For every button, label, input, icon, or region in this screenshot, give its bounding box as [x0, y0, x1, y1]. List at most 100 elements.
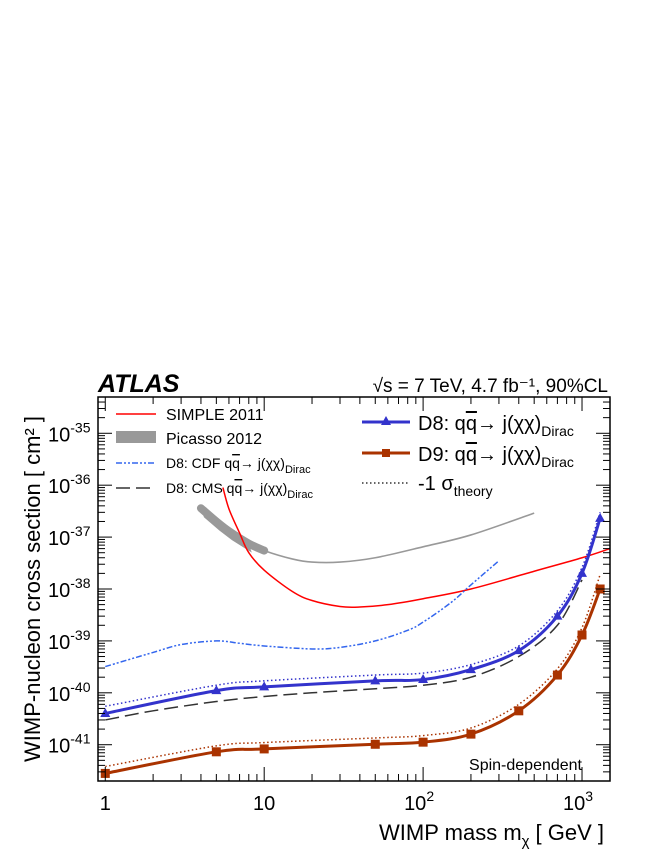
series-d8-q-4 [100, 512, 606, 717]
svg-text:D8: qq→ j(χχ)Dirac: D8: qq→ j(χχ)Dirac [418, 413, 574, 439]
y-tick-label-base-2: 10 [48, 632, 70, 654]
series-d9-q-6-marker-3 [370, 739, 380, 749]
x-tick-label-0: 1 [100, 793, 111, 815]
series-d8-q-4-marker-6 [513, 645, 524, 655]
y-tick-label-base-3: 10 [48, 580, 70, 602]
series-d8-q-4-marker-2 [259, 681, 270, 691]
y-tick-label-5: 10-36 [48, 471, 91, 498]
svg-text:WIMP mass mχ[ GeV ]: WIMP mass mχ [ GeV ] [379, 820, 604, 850]
x-tick-label-2: 102 [404, 788, 434, 815]
series-d8-cdf-q-2-line [105, 560, 500, 668]
energy-label: √s = 7 TeV, 4.7 fb⁻¹, 90%CL [373, 376, 608, 397]
svg-text:-1 σtheory: -1 σtheory [418, 473, 493, 499]
legend-cms-rest: → j(χχ) [242, 480, 287, 496]
series-d9-q-6-marker-4 [418, 737, 428, 747]
series-d8-cms-q-3-line [105, 579, 583, 721]
series-d9-q-6-line [104, 588, 602, 775]
legend-cdf-rest: → j(χχ) [240, 455, 285, 471]
legend-theory-label: -1 σ [418, 473, 454, 495]
series-d8-q-4-marker-0 [100, 707, 111, 717]
legend-d9-rest: → j(χχ) [477, 444, 541, 466]
legend-d9-q: q [466, 444, 477, 466]
legend-d9-label: D9: q [418, 444, 466, 466]
y-tick-label-6: 10-35 [48, 419, 91, 446]
legend-right: D8: qq→ j(χχ)Dirac D9: qq→ j(χχ)Dirac -1… [362, 413, 574, 499]
x-axis-label-main: WIMP mass m [379, 820, 522, 845]
legend-theory-sub: theory [454, 483, 493, 499]
legend-simple-label: SIMPLE 2011 [166, 407, 264, 424]
y-tick-label-base-0: 10 [48, 736, 70, 758]
series-d8-cms-q-3 [105, 579, 583, 721]
y-tick-label-sup-6: -35 [70, 419, 90, 435]
y-axis-label: WIMP-nucleon cross section [ cm² ] [20, 416, 45, 762]
series-d8-q-4-marker-4 [418, 674, 429, 684]
series-d9-q-6-marker-5 [466, 729, 476, 739]
x-tick-label-sup-3: 3 [585, 788, 593, 804]
y-tick-label-sup-3: -38 [70, 575, 90, 591]
series-d8-q-4-marker-8 [577, 567, 588, 577]
legend-cms-q: q [234, 480, 242, 496]
legend-d8-q: q [466, 413, 477, 435]
legend-picasso-label: Picasso 2012 [166, 431, 262, 448]
x-axis-label-sub: χ [522, 833, 530, 850]
series-d8-1-theory-5-line [105, 512, 601, 708]
series-d9-1-theory-7-line [105, 574, 601, 768]
y-tick-label-sup-0: -41 [70, 731, 90, 747]
series-d9-1-theory-7 [105, 574, 601, 768]
x-tick-label-sup-2: 2 [426, 788, 434, 804]
series-d8-q-4-line [104, 517, 602, 715]
legend-left: SIMPLE 2011 Picasso 2012 D8: CDF qq→ j(χ… [116, 407, 313, 501]
series-d8-q-4-marker-9 [595, 512, 606, 522]
series-d8-q-4-marker-7 [552, 610, 563, 620]
legend-d8-rest: → j(χχ) [477, 413, 541, 435]
x-tick-label-base-2: 10 [404, 793, 426, 815]
y-tick-label-sup-2: -39 [70, 627, 90, 643]
series-d8-q-4-marker-1 [211, 685, 222, 695]
legend-cdf-label: D8: CDF q [166, 455, 232, 471]
y-tick-label-1: 10-40 [48, 679, 91, 706]
series-picasso-2012-1-band-stroke [196, 504, 269, 555]
y-tick-label-sup-5: -36 [70, 471, 90, 487]
series-simple-2011-0 [222, 487, 610, 609]
ticks-layer: 1 10 102 10310-4110-4010-3910-3810-3710-361… [48, 396, 610, 815]
legend-cdf-q: q [232, 455, 240, 471]
y-tick-label-4: 10-37 [48, 523, 91, 550]
series-d9-q-6-marker-7 [552, 670, 562, 680]
x-axis-label: WIMP mass mχ [ GeV ] [379, 820, 604, 850]
legend-d8-marker [381, 416, 391, 425]
series-d9-q-6-marker-8 [577, 630, 587, 640]
series-picasso-2012-1-line [200, 507, 535, 564]
x-tick-label-3: 103 [563, 788, 593, 815]
series-simple-2011-0-line [222, 487, 610, 609]
atlas-label: ATLAS [97, 370, 180, 398]
legend-d9-marker [382, 449, 390, 457]
series-d9-q-6-marker-6 [514, 706, 524, 716]
x-tick-label-base-3: 10 [563, 793, 585, 815]
legend-d8-sub: Dirac [541, 423, 574, 439]
region-label: Spin-dependent [469, 757, 583, 774]
series-d9-q-6-marker-1 [211, 747, 221, 757]
y-tick-label-3: 10-38 [48, 575, 91, 602]
legend-d9-sub: Dirac [541, 454, 574, 470]
series-picasso-2012-1 [196, 504, 535, 564]
legend-d8-label: D8: q [418, 413, 466, 435]
svg-text:D8: CDF qq→ j(χχ)Dirac: D8: CDF qq→ j(χχ)Dirac [166, 455, 311, 476]
legend-picasso-swatch [116, 431, 156, 443]
series-d8-q-4-marker-5 [465, 664, 476, 674]
y-tick-label-0: 10-41 [48, 731, 91, 758]
series-d9-q-6-marker-2 [259, 744, 269, 754]
svg-text:D8: CMS qq→ j(χχ)Dirac: D8: CMS qq→ j(χχ)Dirac [166, 480, 313, 501]
y-tick-label-base-6: 10 [48, 424, 70, 446]
x-tick-label-base-0: 1 [100, 793, 111, 815]
y-tick-label-sup-4: -37 [70, 523, 90, 539]
y-tick-label-base-4: 10 [48, 528, 70, 550]
y-tick-label-base-5: 10 [48, 476, 70, 498]
svg-text:D9: qq→ j(χχ)Dirac: D9: qq→ j(χχ)Dirac [418, 444, 574, 470]
y-tick-label-base-1: 10 [48, 684, 70, 706]
legend-cms-label: D8: CMS q [166, 480, 234, 496]
legend-cdf-sub: Dirac [285, 464, 311, 476]
x-axis-label-unit: [ GeV ] [536, 820, 604, 845]
series-d8-q-4-marker-3 [370, 675, 381, 685]
series-layer [100, 487, 610, 778]
